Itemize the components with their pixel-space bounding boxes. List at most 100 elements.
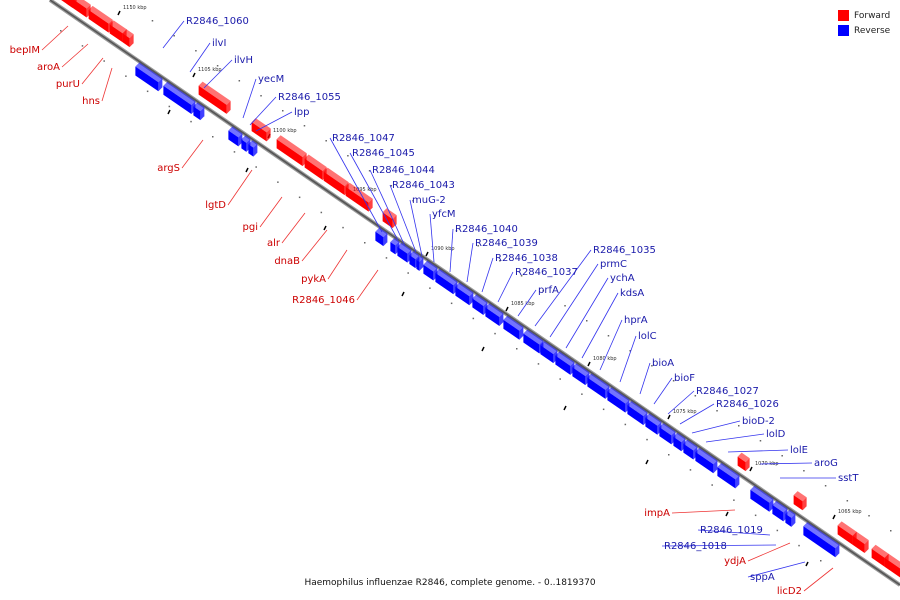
gene-pgi bbox=[276, 135, 307, 167]
leader-line bbox=[803, 567, 834, 592]
legend-label: Forward bbox=[854, 10, 891, 21]
minor-tick bbox=[651, 365, 653, 367]
minor-tick bbox=[733, 499, 735, 501]
leader-line bbox=[429, 213, 435, 263]
minor-tick bbox=[868, 515, 870, 517]
leader-line bbox=[497, 271, 514, 303]
minor-tick bbox=[564, 305, 566, 307]
gene-label: R2846_1060 bbox=[186, 16, 249, 27]
minor-tick bbox=[320, 211, 323, 214]
minor-tick bbox=[803, 470, 805, 472]
minor-tick bbox=[255, 166, 257, 168]
leader-line bbox=[449, 228, 454, 273]
leader-line bbox=[565, 277, 609, 349]
minor-tick bbox=[368, 170, 371, 172]
forward-swatch bbox=[838, 10, 849, 21]
minor-scale-tick bbox=[725, 511, 729, 517]
leader-line bbox=[356, 269, 379, 301]
gene-label: bioF bbox=[674, 373, 695, 384]
minor-scale-tick bbox=[167, 109, 171, 115]
gene-hns bbox=[122, 29, 134, 48]
scale-tick bbox=[425, 251, 429, 257]
minor-tick bbox=[890, 530, 892, 532]
leader-line bbox=[705, 433, 765, 443]
gene-label: pgi bbox=[243, 222, 258, 233]
gene-label: bioD-2 bbox=[742, 416, 775, 427]
leader-line bbox=[679, 403, 715, 425]
minor-tick bbox=[646, 438, 648, 441]
minor-tick bbox=[798, 544, 800, 547]
minor-tick bbox=[776, 529, 779, 532]
minor-scale-tick bbox=[245, 167, 249, 173]
gene-label: sstT bbox=[838, 473, 859, 484]
minor-scale-tick bbox=[401, 291, 405, 297]
minor-tick bbox=[668, 454, 670, 456]
minor-tick bbox=[672, 380, 675, 382]
leader-line bbox=[481, 257, 494, 293]
minor-tick bbox=[342, 226, 344, 229]
gene-label: lolC bbox=[638, 331, 657, 342]
leader-line bbox=[727, 449, 789, 453]
gene-label: R2846_1047 bbox=[332, 133, 395, 144]
gene-label: sppA bbox=[750, 572, 775, 583]
leader-line bbox=[747, 561, 806, 578]
minor-tick bbox=[689, 469, 692, 471]
gene-ydjA bbox=[793, 491, 807, 511]
scale-tick bbox=[587, 361, 591, 367]
gene-label: R2846_1039 bbox=[475, 238, 538, 249]
leader-line bbox=[599, 319, 623, 371]
leader-line bbox=[653, 377, 673, 405]
gene-lolD bbox=[695, 447, 718, 474]
minor-tick bbox=[716, 410, 718, 412]
gene-label: ilvI bbox=[212, 38, 226, 49]
minor-scale-tick bbox=[481, 346, 485, 352]
leader-line bbox=[759, 462, 813, 465]
minor-tick bbox=[434, 215, 436, 217]
minor-tick bbox=[216, 65, 219, 67]
gene-label: alr bbox=[267, 238, 281, 249]
gene-R2846_1037 bbox=[485, 303, 504, 326]
gene-label: argS bbox=[157, 163, 180, 174]
gene-label: R2846_1038 bbox=[495, 253, 558, 264]
gene-label: hns bbox=[82, 96, 100, 107]
minor-tick bbox=[412, 200, 414, 202]
minor-tick bbox=[407, 272, 409, 274]
scale-tick bbox=[749, 466, 753, 472]
scale-tick bbox=[832, 514, 836, 520]
leader-line bbox=[549, 263, 599, 338]
minor-tick bbox=[429, 287, 431, 289]
gene-label: R2846_1018 bbox=[664, 541, 727, 552]
label-leaders bbox=[41, 20, 836, 592]
scale-tick bbox=[667, 414, 671, 420]
gene-label: bioA bbox=[652, 358, 674, 369]
gene-label: R2846_1040 bbox=[455, 224, 518, 235]
minor-tick bbox=[168, 105, 171, 108]
gene-label: lgtD bbox=[205, 200, 226, 211]
minor-tick bbox=[347, 155, 349, 157]
minor-tick bbox=[586, 320, 588, 322]
minor-tick bbox=[103, 60, 105, 62]
minor-tick bbox=[364, 242, 366, 244]
legend-label: Reverse bbox=[854, 25, 891, 36]
minor-tick bbox=[298, 196, 301, 199]
gene-lolE bbox=[717, 462, 740, 489]
minor-tick bbox=[212, 136, 214, 138]
gene-label: R2846_1019 bbox=[700, 525, 763, 536]
gene-label: pykA bbox=[301, 274, 326, 285]
minor-scale-tick bbox=[563, 405, 567, 411]
gene-prfA bbox=[503, 315, 524, 340]
leader-line bbox=[249, 96, 277, 126]
gene-prmC bbox=[540, 341, 558, 364]
leader-line bbox=[242, 78, 257, 119]
minor-tick bbox=[81, 45, 84, 47]
gene-label: hprA bbox=[624, 315, 648, 326]
leader-line bbox=[667, 390, 695, 415]
minor-tick bbox=[238, 80, 241, 82]
minor-ticks bbox=[60, 5, 892, 562]
minor-tick bbox=[151, 20, 154, 22]
gene-label: aroG bbox=[814, 458, 838, 469]
minor-tick bbox=[824, 485, 827, 487]
minor-tick bbox=[711, 484, 713, 486]
